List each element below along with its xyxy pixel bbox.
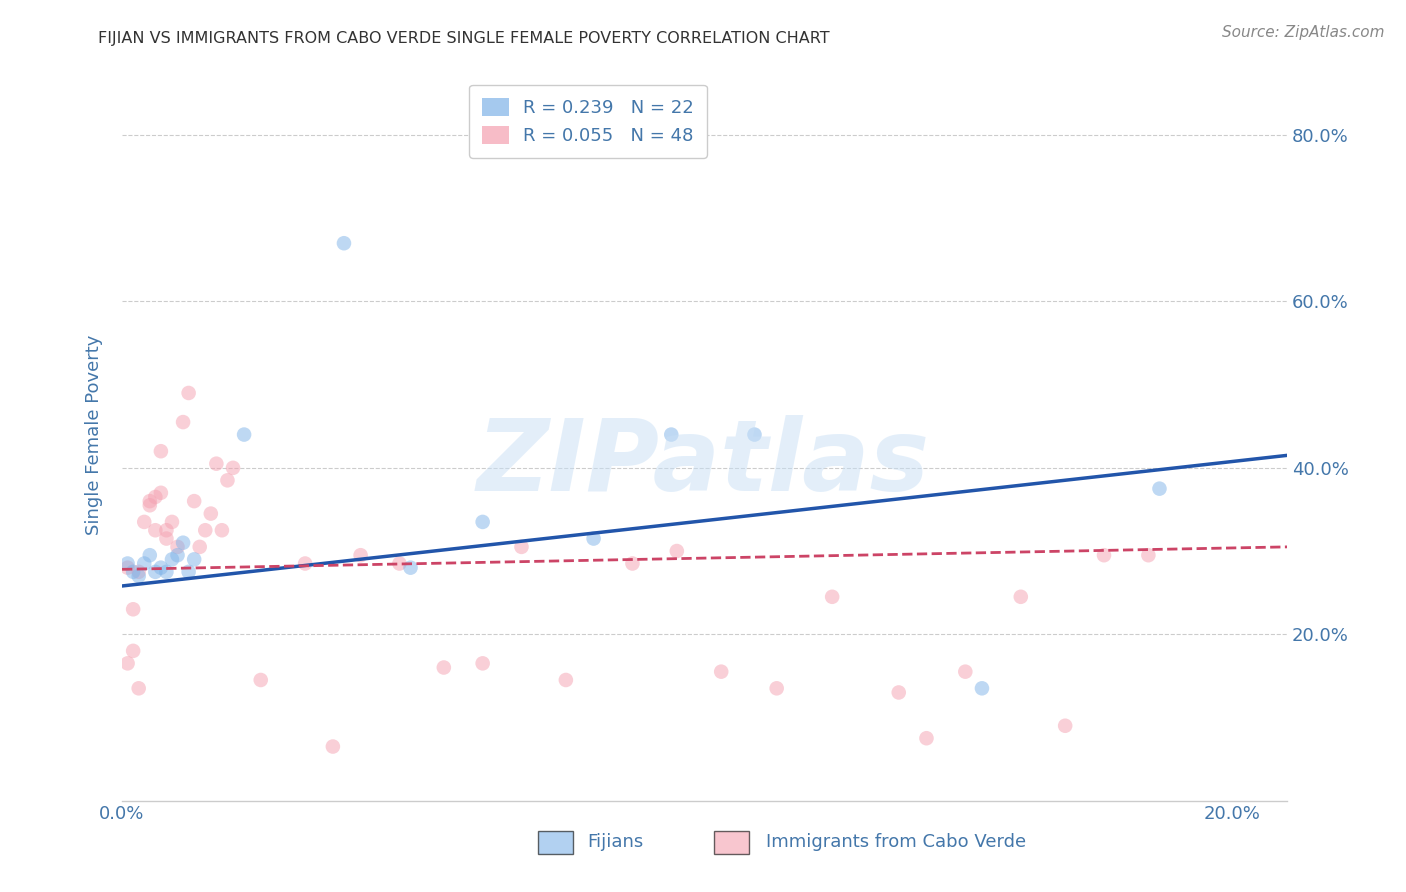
Y-axis label: Single Female Poverty: Single Female Poverty <box>86 334 103 535</box>
Point <box>134 515 156 529</box>
Point <box>194 523 217 537</box>
Point <box>659 427 682 442</box>
Point <box>149 485 172 500</box>
Point <box>177 386 200 401</box>
Point <box>621 557 644 571</box>
Point <box>471 515 494 529</box>
Point <box>294 557 316 571</box>
Point <box>122 644 145 658</box>
Point <box>821 590 844 604</box>
Point <box>166 540 188 554</box>
Point <box>160 552 183 566</box>
Text: ZIPatlas: ZIPatlas <box>477 416 929 512</box>
Point <box>744 427 766 442</box>
Text: Immigrants from Cabo Verde: Immigrants from Cabo Verde <box>765 833 1026 851</box>
Point <box>249 673 271 687</box>
Point <box>139 548 162 562</box>
Point <box>510 540 533 554</box>
Point <box>554 673 576 687</box>
Point <box>765 681 787 696</box>
Point <box>149 444 172 458</box>
Point <box>177 565 200 579</box>
Point <box>122 602 145 616</box>
Point <box>117 557 139 571</box>
Point <box>1092 548 1115 562</box>
Point <box>183 552 205 566</box>
Point <box>155 523 177 537</box>
Point <box>349 548 371 562</box>
Point <box>1010 590 1032 604</box>
Point <box>399 560 422 574</box>
Point <box>1137 548 1160 562</box>
Point <box>155 532 177 546</box>
Point <box>139 494 162 508</box>
Point <box>149 560 172 574</box>
Point <box>665 544 688 558</box>
Point <box>433 660 456 674</box>
Point <box>211 523 233 537</box>
Text: Source: ZipAtlas.com: Source: ZipAtlas.com <box>1222 25 1385 40</box>
Point <box>200 507 222 521</box>
Point <box>333 236 356 251</box>
Point <box>143 565 166 579</box>
Point <box>887 685 910 699</box>
Point <box>139 498 162 512</box>
Point <box>188 540 211 554</box>
Point <box>172 535 194 549</box>
Point <box>915 731 938 746</box>
Point <box>1149 482 1171 496</box>
Point <box>117 657 139 671</box>
Point <box>582 532 605 546</box>
Point <box>222 460 245 475</box>
Point <box>322 739 344 754</box>
Point <box>205 457 228 471</box>
Point <box>128 565 150 579</box>
Point <box>143 523 166 537</box>
Point <box>155 565 177 579</box>
Point <box>134 557 156 571</box>
Point <box>388 557 411 571</box>
Point <box>183 494 205 508</box>
Point <box>471 657 494 671</box>
Point <box>217 473 239 487</box>
Point <box>970 681 993 696</box>
Point <box>172 415 194 429</box>
Point <box>117 560 139 574</box>
Point <box>160 515 183 529</box>
Point <box>122 565 145 579</box>
Point <box>955 665 977 679</box>
Text: FIJIAN VS IMMIGRANTS FROM CABO VERDE SINGLE FEMALE POVERTY CORRELATION CHART: FIJIAN VS IMMIGRANTS FROM CABO VERDE SIN… <box>98 31 830 46</box>
Point <box>1054 719 1077 733</box>
Point <box>128 681 150 696</box>
Text: Fijians: Fijians <box>588 833 644 851</box>
Legend: R = 0.239   N = 22, R = 0.055   N = 48: R = 0.239 N = 22, R = 0.055 N = 48 <box>470 85 707 158</box>
Point <box>143 490 166 504</box>
Point <box>128 569 150 583</box>
Point <box>233 427 256 442</box>
Point <box>710 665 733 679</box>
Point <box>166 548 188 562</box>
